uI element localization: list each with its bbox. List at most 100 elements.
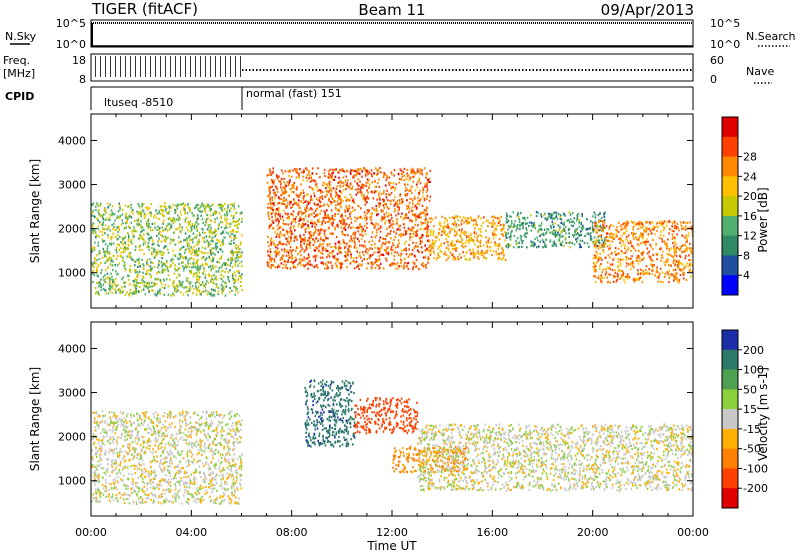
data-cell [116,243,119,246]
data-cell [625,223,627,226]
data-cell [473,254,475,257]
data-cell [141,237,143,240]
data-cell [158,244,160,247]
data-cell [394,208,396,211]
data-cell [414,255,417,258]
data-cell [185,257,187,260]
data-cell [676,277,679,280]
data-cell [269,186,272,189]
data-cell [271,219,273,222]
data-cell [473,235,476,238]
data-cell [201,210,203,213]
data-cell [195,293,198,296]
data-cell [376,172,379,175]
data-cell [153,281,155,285]
data-cell [224,227,226,230]
data-cell [431,239,434,242]
data-cell [689,263,691,266]
data-cell [181,256,184,259]
data-cell [505,235,507,238]
data-cell [366,189,368,192]
data-cell [550,226,553,229]
data-cell [97,292,100,295]
data-cell [114,236,117,239]
data-cell [671,221,674,224]
data-cell [347,179,349,182]
data-cell [313,194,316,198]
data-cell [651,273,654,276]
data-cell [195,278,198,281]
data-cell [438,228,441,231]
data-cell [592,257,595,260]
data-cell [336,252,339,255]
data-cell [346,197,349,200]
data-cell [189,230,192,233]
data-cell [204,282,207,285]
data-cell [600,262,602,266]
data-cell [554,230,557,233]
data-cell [322,184,324,187]
data-cell [687,265,689,268]
data-cell [599,277,602,280]
data-cell [157,240,160,243]
data-cell [553,217,556,220]
data-cell [118,226,120,229]
data-cell [683,266,686,269]
data-cell [319,242,321,245]
data-cell [278,235,280,238]
data-cell [377,247,379,250]
data-cell [109,213,111,216]
data-cell [222,205,224,208]
data-cell [233,238,235,241]
data-cell [609,273,612,276]
data-cell [184,238,186,242]
data-cell [215,233,217,236]
data-cell [638,256,641,259]
data-cell [617,272,619,275]
data-cell [271,172,274,175]
data-cell [150,269,152,272]
data-cell [650,259,653,262]
data-cell [357,205,360,208]
data-cell [189,249,191,252]
data-cell [267,206,269,209]
data-cell [498,252,501,255]
data-cell [461,239,463,242]
data-cell [187,203,189,206]
data-cell [104,281,107,284]
data-cell [326,256,328,259]
data-cell [485,241,488,244]
data-cell [679,273,682,277]
data-cell [489,246,492,249]
data-cell [429,233,432,236]
data-cell [530,244,532,247]
data-cell [177,273,180,276]
data-cell [268,189,270,193]
data-cell [379,262,382,265]
data-cell [688,247,691,250]
data-cell [643,229,645,232]
data-cell [282,263,285,266]
data-cell [455,249,457,252]
data-cell [406,168,409,171]
data-cell [116,216,118,219]
data-cell [146,206,149,209]
data-cell [197,253,200,256]
data-cell [501,257,504,260]
data-cell [239,248,241,251]
data-cell [669,274,672,277]
data-cell [607,273,610,276]
data-cell [641,253,643,256]
data-cell [674,272,676,275]
data-cell [386,176,388,179]
data-cell [285,243,288,246]
data-cell [416,168,419,171]
data-cell [403,266,405,269]
data-cell [161,265,163,268]
data-cell [231,230,234,233]
data-cell [393,189,396,192]
data-cell [162,229,165,232]
data-cell [495,253,498,256]
data-cell [681,234,683,237]
data-cell [284,183,287,186]
